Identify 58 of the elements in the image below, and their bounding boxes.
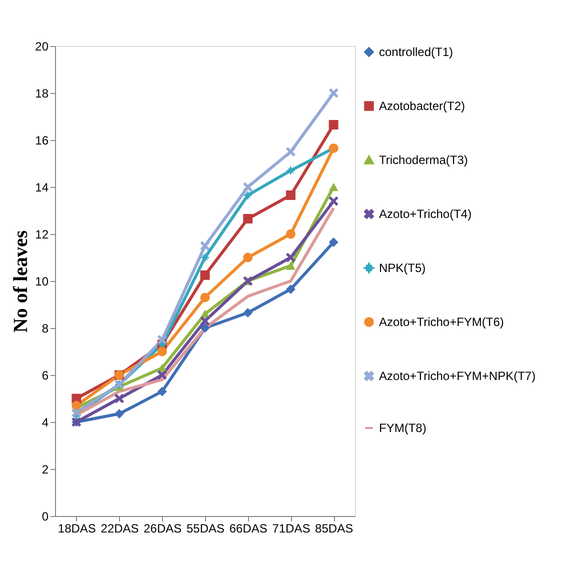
legend-label: Azoto+Tricho+FYM+NPK(T7) xyxy=(379,369,536,383)
y-tick-label: 12 xyxy=(35,228,49,242)
point xyxy=(157,335,167,344)
point xyxy=(286,166,296,176)
point xyxy=(157,346,167,356)
point xyxy=(114,394,124,404)
point xyxy=(286,262,296,270)
point xyxy=(200,270,210,280)
point xyxy=(328,237,338,247)
x-tick-label: 22DAS xyxy=(100,522,139,536)
x-tick-label: 18DAS xyxy=(58,522,96,536)
point xyxy=(200,316,210,326)
point xyxy=(157,370,167,380)
point xyxy=(243,214,253,224)
point xyxy=(72,400,82,410)
legend-label: Azoto+Tricho+FYM(T6) xyxy=(379,315,504,329)
point xyxy=(157,386,167,396)
y-axis-title: No of leaves xyxy=(10,230,32,333)
y-tick-label: 16 xyxy=(35,134,49,148)
x-tick-label: 26DAS xyxy=(144,522,182,536)
point xyxy=(243,190,253,200)
y-tick-label: 10 xyxy=(35,274,49,288)
x-tick-label: 71DAS xyxy=(272,522,310,536)
point xyxy=(200,292,210,302)
point xyxy=(200,241,210,250)
point xyxy=(114,409,124,419)
legend-label: NPK(T5) xyxy=(379,261,426,275)
point xyxy=(243,308,253,318)
x-tick-label: 66DAS xyxy=(229,522,268,536)
point xyxy=(200,323,210,333)
y-tick-label: 6 xyxy=(42,368,49,382)
point xyxy=(286,252,296,262)
point xyxy=(286,147,296,156)
point xyxy=(72,408,82,418)
y-tick-label: 18 xyxy=(35,86,49,100)
point xyxy=(328,196,338,206)
y-tick-label: 0 xyxy=(42,510,49,524)
point xyxy=(328,120,338,130)
y-tick-label: 8 xyxy=(42,322,49,336)
point xyxy=(286,190,296,200)
point xyxy=(243,182,253,192)
point xyxy=(328,182,338,192)
x-tick-label: 55DAS xyxy=(186,522,225,536)
y-tick-label: 4 xyxy=(42,416,49,430)
y-tick-label: 20 xyxy=(35,40,49,54)
legend-label: FYM(T8) xyxy=(379,421,426,435)
y-tick-label: 2 xyxy=(42,462,49,476)
legend-label: Azotobacter(T2) xyxy=(379,99,466,113)
legend-label: Azoto+Tricho(T4) xyxy=(379,207,472,221)
y-tick-label: 14 xyxy=(35,180,49,194)
legend-label: Trichoderma(T3) xyxy=(379,153,468,167)
legend-label: controlled(T1) xyxy=(379,45,454,59)
point xyxy=(328,88,338,98)
point xyxy=(243,252,253,262)
point xyxy=(200,252,210,262)
x-tick-label: 85DAS xyxy=(315,522,354,536)
point xyxy=(286,284,296,294)
point xyxy=(286,229,296,239)
